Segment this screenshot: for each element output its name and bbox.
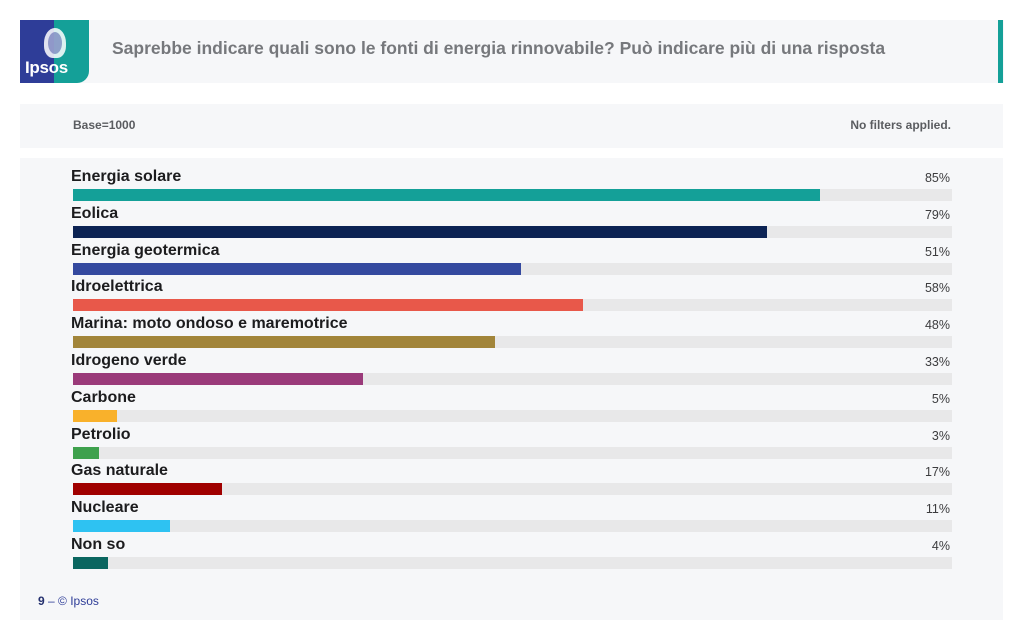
bar-track — [73, 189, 952, 201]
category-label: Petrolio — [71, 425, 131, 443]
value-label: 48% — [924, 318, 950, 333]
category-label: Gas naturale — [71, 462, 168, 480]
chart-row: Nucleare 11% — [71, 499, 952, 536]
category-label: Energia solare — [71, 168, 182, 185]
base-count: Base=1000 — [73, 118, 136, 132]
chart-row: Marina: moto ondoso e maremotrice 48% — [71, 315, 952, 352]
value-label: 4% — [931, 538, 950, 553]
chart-row: Energia geotermica 51% — [71, 241, 952, 279]
value-label: 85% — [924, 171, 950, 185]
chart-row: Eolica 79% — [71, 204, 952, 242]
bar-fill — [73, 225, 768, 238]
category-label: Eolica — [71, 204, 119, 222]
bar-track — [73, 446, 952, 459]
bar-track — [73, 336, 952, 349]
title-accent-bar — [998, 20, 1003, 83]
bar-fill — [73, 483, 223, 496]
value-label: 51% — [924, 244, 950, 259]
bar-fill — [73, 336, 495, 349]
bar-track — [73, 520, 952, 533]
value-label: 33% — [924, 354, 950, 369]
value-label: 3% — [931, 428, 950, 443]
footer: 9 – © Ipsos — [38, 594, 99, 608]
logo-text: Ipsos — [25, 58, 68, 77]
bar-track — [73, 262, 952, 275]
category-label: Energia geotermica — [71, 241, 220, 259]
category-label: Idrogeno verde — [71, 351, 187, 369]
footer-separator: – — [44, 594, 59, 608]
category-label: Non so — [71, 535, 126, 553]
value-label: 5% — [931, 391, 950, 406]
value-label: 58% — [924, 281, 950, 296]
category-label: Marina: moto ondoso e maremotrice — [71, 315, 348, 333]
bar-fill — [73, 262, 522, 275]
category-label: Idroelettrica — [71, 278, 163, 296]
chart-row: Energia solare 85% — [71, 168, 952, 205]
bar-track — [73, 299, 952, 312]
bar-track — [73, 372, 952, 385]
value-label: 11% — [925, 502, 950, 517]
copyright: © Ipsos — [58, 594, 99, 608]
header-panel: Ipsos Saprebbe indicare quali sono le fo… — [20, 20, 1004, 83]
bar-fill — [73, 520, 170, 533]
filter-status: No filters applied. — [850, 118, 951, 132]
bar-track — [73, 225, 952, 238]
info-bar: Base=1000 No filters applied. — [20, 104, 1003, 148]
bar-chart: Energia solare 85% Eolica 79% Energia geoter… — [71, 168, 952, 573]
chart-row: Non so 4% — [71, 535, 952, 573]
chart-row: Idroelettrica 58% — [71, 278, 952, 315]
page-title: Saprebbe indicare quali sono le fonti di… — [112, 38, 886, 58]
bar-track — [73, 483, 952, 496]
chart-panel: Energia solare 85% Eolica 79% Energia geoter… — [20, 158, 1003, 620]
page-number: 9 — [38, 594, 45, 608]
category-label: Nucleare — [71, 499, 139, 517]
value-label: 17% — [924, 465, 950, 480]
chart-row: Idrogeno verde 33% — [71, 351, 952, 389]
bar-fill — [73, 299, 583, 312]
bar-fill — [73, 556, 109, 569]
bar-track — [73, 409, 952, 422]
ipsos-logo: Ipsos — [20, 20, 89, 83]
bar-fill — [73, 372, 364, 385]
chart-row: Gas naturale 17% — [71, 462, 952, 499]
category-label: Carbone — [71, 388, 136, 406]
logo-head-icon — [44, 28, 66, 58]
chart-row: Petrolio 3% — [71, 425, 952, 463]
bar-fill — [73, 189, 821, 201]
bar-fill — [73, 409, 117, 422]
value-label: 79% — [924, 207, 950, 222]
chart-row: Carbone 5% — [71, 388, 952, 426]
bar-track — [73, 556, 952, 569]
logo-face-icon — [48, 32, 62, 54]
bar-fill — [73, 446, 100, 459]
